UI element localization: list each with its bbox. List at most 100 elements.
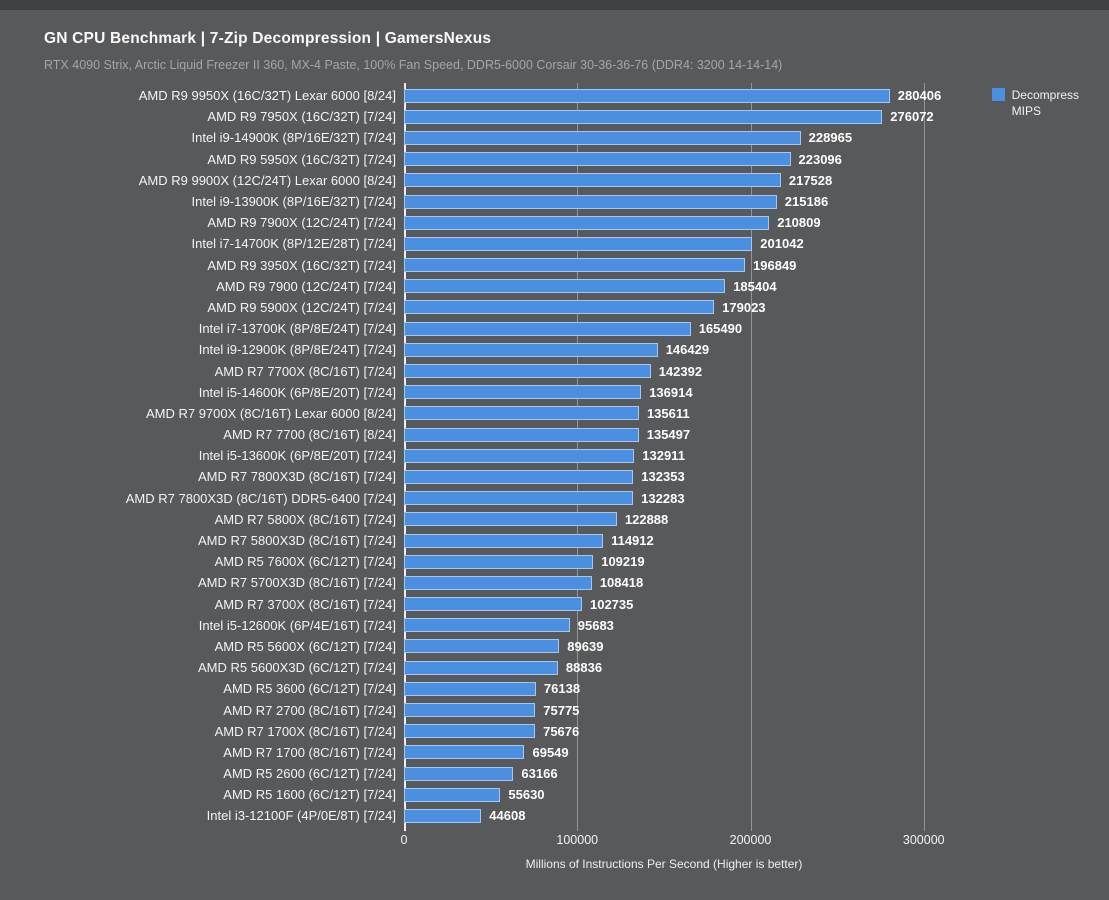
x-tick-label: 100000 — [556, 832, 599, 847]
bar — [404, 173, 781, 188]
value-label: 122888 — [624, 511, 669, 527]
category-label: AMD R5 2600 (6C/12T) [7/24] — [223, 766, 396, 782]
value-label: 179023 — [722, 299, 766, 315]
bar-area: 109219 — [404, 551, 1097, 572]
bar — [404, 109, 883, 124]
value-label: 135611 — [646, 405, 690, 421]
value-label: 215186 — [784, 194, 829, 210]
plot-region: AMD R9 9950X (16C/32T) Lexar 6000 [8/24]… — [0, 83, 1097, 831]
value-label: 63166 — [521, 766, 558, 782]
chart-subtitle: RTX 4090 Strix, Arctic Liquid Freezer II… — [44, 58, 783, 72]
category-label: AMD R9 7900X (12C/24T) [7/24] — [207, 215, 396, 231]
bar — [404, 406, 639, 421]
value-label: 108418 — [599, 575, 644, 591]
bar-area: 102735 — [404, 594, 1097, 615]
category-label: Intel i9-14900K (8P/16E/32T) [7/24] — [191, 130, 396, 146]
bar-row: AMD R5 1600 (6C/12T) [7/24] 55630 — [0, 784, 1097, 805]
bar-row: AMD R9 9950X (16C/32T) Lexar 6000 [8/24]… — [0, 85, 1097, 106]
bar — [404, 342, 658, 357]
bar — [404, 427, 639, 442]
bar-area: 179023 — [404, 297, 1097, 318]
bar-area: 88836 — [404, 657, 1097, 678]
bar-row: AMD R9 3950X (16C/32T) [7/24] 196849 — [0, 255, 1097, 276]
bar — [404, 597, 582, 612]
bar — [404, 236, 753, 251]
value-label: 210809 — [777, 215, 821, 231]
legend-line1: Decompress — [1011, 88, 1079, 102]
bar-area: 223096 — [404, 149, 1097, 170]
category-label: AMD R7 3700X (8C/16T) [7/24] — [214, 596, 396, 612]
category-label: Intel i7-13700K (8P/8E/24T) [7/24] — [198, 321, 396, 337]
bar-area: 135497 — [404, 424, 1097, 445]
bar-row: AMD R7 1700 (8C/16T) [7/24] 69549 — [0, 742, 1097, 763]
bar — [404, 448, 635, 463]
category-label: AMD R7 1700X (8C/16T) [7/24] — [214, 723, 396, 739]
value-label: 102735 — [589, 596, 634, 612]
bar-row: AMD R7 7700 (8C/16T) [8/24] 135497 — [0, 424, 1097, 445]
legend-label: Decompress MIPS — [1012, 87, 1079, 119]
category-label: AMD R9 7900 (12C/24T) [7/24] — [216, 278, 396, 294]
bar-row: AMD R9 5950X (16C/32T) [7/24] 223096 — [0, 149, 1097, 170]
bar — [404, 618, 570, 633]
bar — [404, 152, 791, 167]
bar — [404, 279, 726, 294]
category-label: AMD R9 5900X (12C/24T) [7/24] — [207, 299, 396, 315]
category-label: AMD R7 5800X (8C/16T) [7/24] — [214, 511, 396, 527]
bar-row: AMD R5 5600X (6C/12T) [7/24] 89639 — [0, 636, 1097, 657]
value-label: 136914 — [649, 384, 693, 400]
bar-rows: AMD R9 9950X (16C/32T) Lexar 6000 [8/24]… — [0, 85, 1097, 827]
legend-line2: MIPS — [1011, 104, 1041, 119]
bar-area: 44608 — [404, 805, 1097, 826]
bar-row: Intel i9-14900K (8P/16E/32T) [7/24] 22896… — [0, 127, 1097, 148]
chart-title: GN CPU Benchmark | 7-Zip Decompression |… — [44, 30, 492, 47]
legend-swatch — [991, 88, 1005, 101]
value-label: 132911 — [642, 448, 685, 464]
category-label: Intel i5-12600K (6P/4E/16T) [7/24] — [198, 617, 396, 633]
value-label: 89639 — [567, 638, 604, 654]
bar-area: 228965 — [404, 127, 1097, 148]
bar-area: 63166 — [404, 763, 1097, 784]
bar — [404, 130, 801, 145]
category-label: AMD R7 7700X (8C/16T) [7/24] — [214, 363, 396, 379]
value-label: 132353 — [641, 469, 685, 485]
bar-row: AMD R9 9900X (12C/24T) Lexar 6000 [8/24]… — [0, 170, 1097, 191]
bar-area: 196849 — [404, 255, 1097, 276]
bar-area: 142392 — [404, 360, 1097, 381]
bar-row: AMD R7 2700 (8C/16T) [7/24] 75775 — [0, 699, 1097, 720]
bar-area: 89639 — [404, 636, 1097, 657]
bar — [404, 512, 617, 527]
bar-area: 217528 — [404, 170, 1097, 191]
top-strip — [0, 0, 1109, 10]
bar-area: 135611 — [404, 403, 1097, 424]
bar — [404, 554, 594, 569]
bar-row: AMD R9 7900 (12C/24T) [7/24] 185404 — [0, 276, 1097, 297]
value-label: 228965 — [808, 130, 853, 146]
category-label: AMD R7 2700 (8C/16T) [7/24] — [223, 702, 396, 718]
value-label: 69549 — [532, 744, 569, 760]
value-label: 55630 — [508, 787, 545, 803]
value-label: 165490 — [698, 321, 743, 337]
category-label: AMD R9 9950X (16C/32T) Lexar 6000 [8/24] — [138, 88, 396, 104]
bar — [404, 575, 592, 590]
bar-area: 215186 — [404, 191, 1097, 212]
bar — [404, 766, 514, 781]
bar-area: 55630 — [404, 784, 1097, 805]
bar-area: 165490 — [404, 318, 1097, 339]
bar-row: Intel i7-13700K (8P/8E/24T) [7/24] 165490 — [0, 318, 1097, 339]
bar-area: 122888 — [404, 509, 1097, 530]
bar-area: 114912 — [404, 530, 1097, 551]
category-label: Intel i5-14600K (6P/8E/20T) [7/24] — [198, 384, 396, 400]
value-label: 132283 — [641, 490, 685, 506]
bar — [404, 321, 691, 336]
bar-row: Intel i5-12600K (6P/4E/16T) [7/24] 95683 — [0, 615, 1097, 636]
value-label: 114912 — [611, 533, 654, 549]
value-label: 95683 — [577, 617, 614, 633]
bar — [404, 491, 634, 506]
bar-area: 210809 — [404, 212, 1097, 233]
bar — [404, 385, 642, 400]
value-label: 135497 — [646, 427, 691, 443]
value-label: 146429 — [665, 342, 710, 358]
bar — [404, 787, 501, 802]
bar-row: Intel i3-12100F (4P/0E/8T) [7/24] 44608 — [0, 805, 1097, 826]
